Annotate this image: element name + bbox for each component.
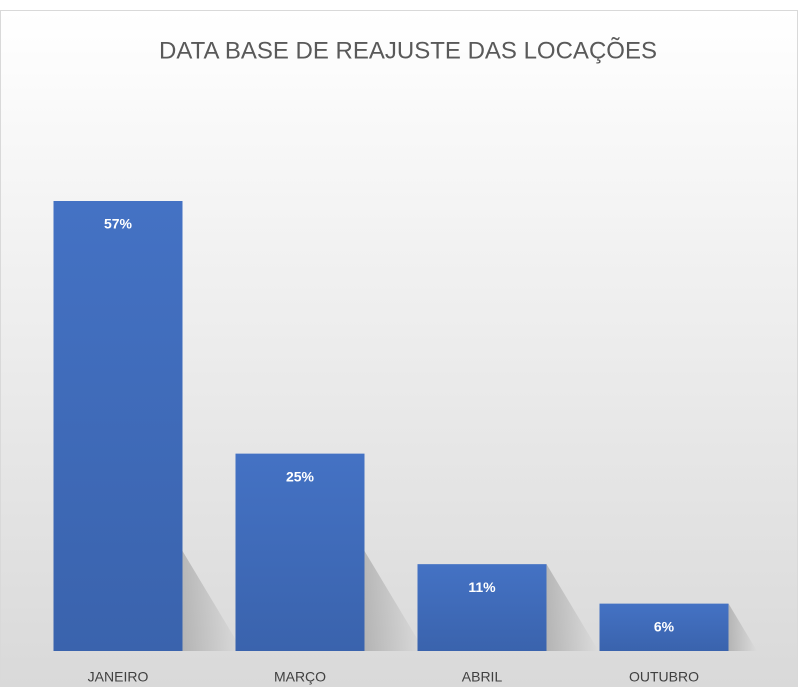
bar-shadow xyxy=(182,551,243,651)
x-tick-label: MARÇO xyxy=(274,669,326,685)
x-tick-label: ABRIL xyxy=(462,669,503,685)
data-label: 6% xyxy=(654,618,675,634)
bar xyxy=(417,564,547,651)
data-label: 11% xyxy=(468,579,496,595)
x-tick-label: OUTUBRO xyxy=(629,669,699,685)
bar-shadow xyxy=(546,564,599,651)
bar-shadow xyxy=(364,551,425,651)
bar xyxy=(235,453,365,651)
x-tick-label: JANEIRO xyxy=(88,669,149,685)
bar-shadow xyxy=(728,603,757,651)
chart-title: DATA BASE DE REAJUSTE DAS LOCAÇÕES xyxy=(159,36,657,64)
bar xyxy=(599,603,729,651)
data-label: 25% xyxy=(286,468,315,484)
bar xyxy=(53,201,183,651)
data-label: 57% xyxy=(104,216,133,232)
